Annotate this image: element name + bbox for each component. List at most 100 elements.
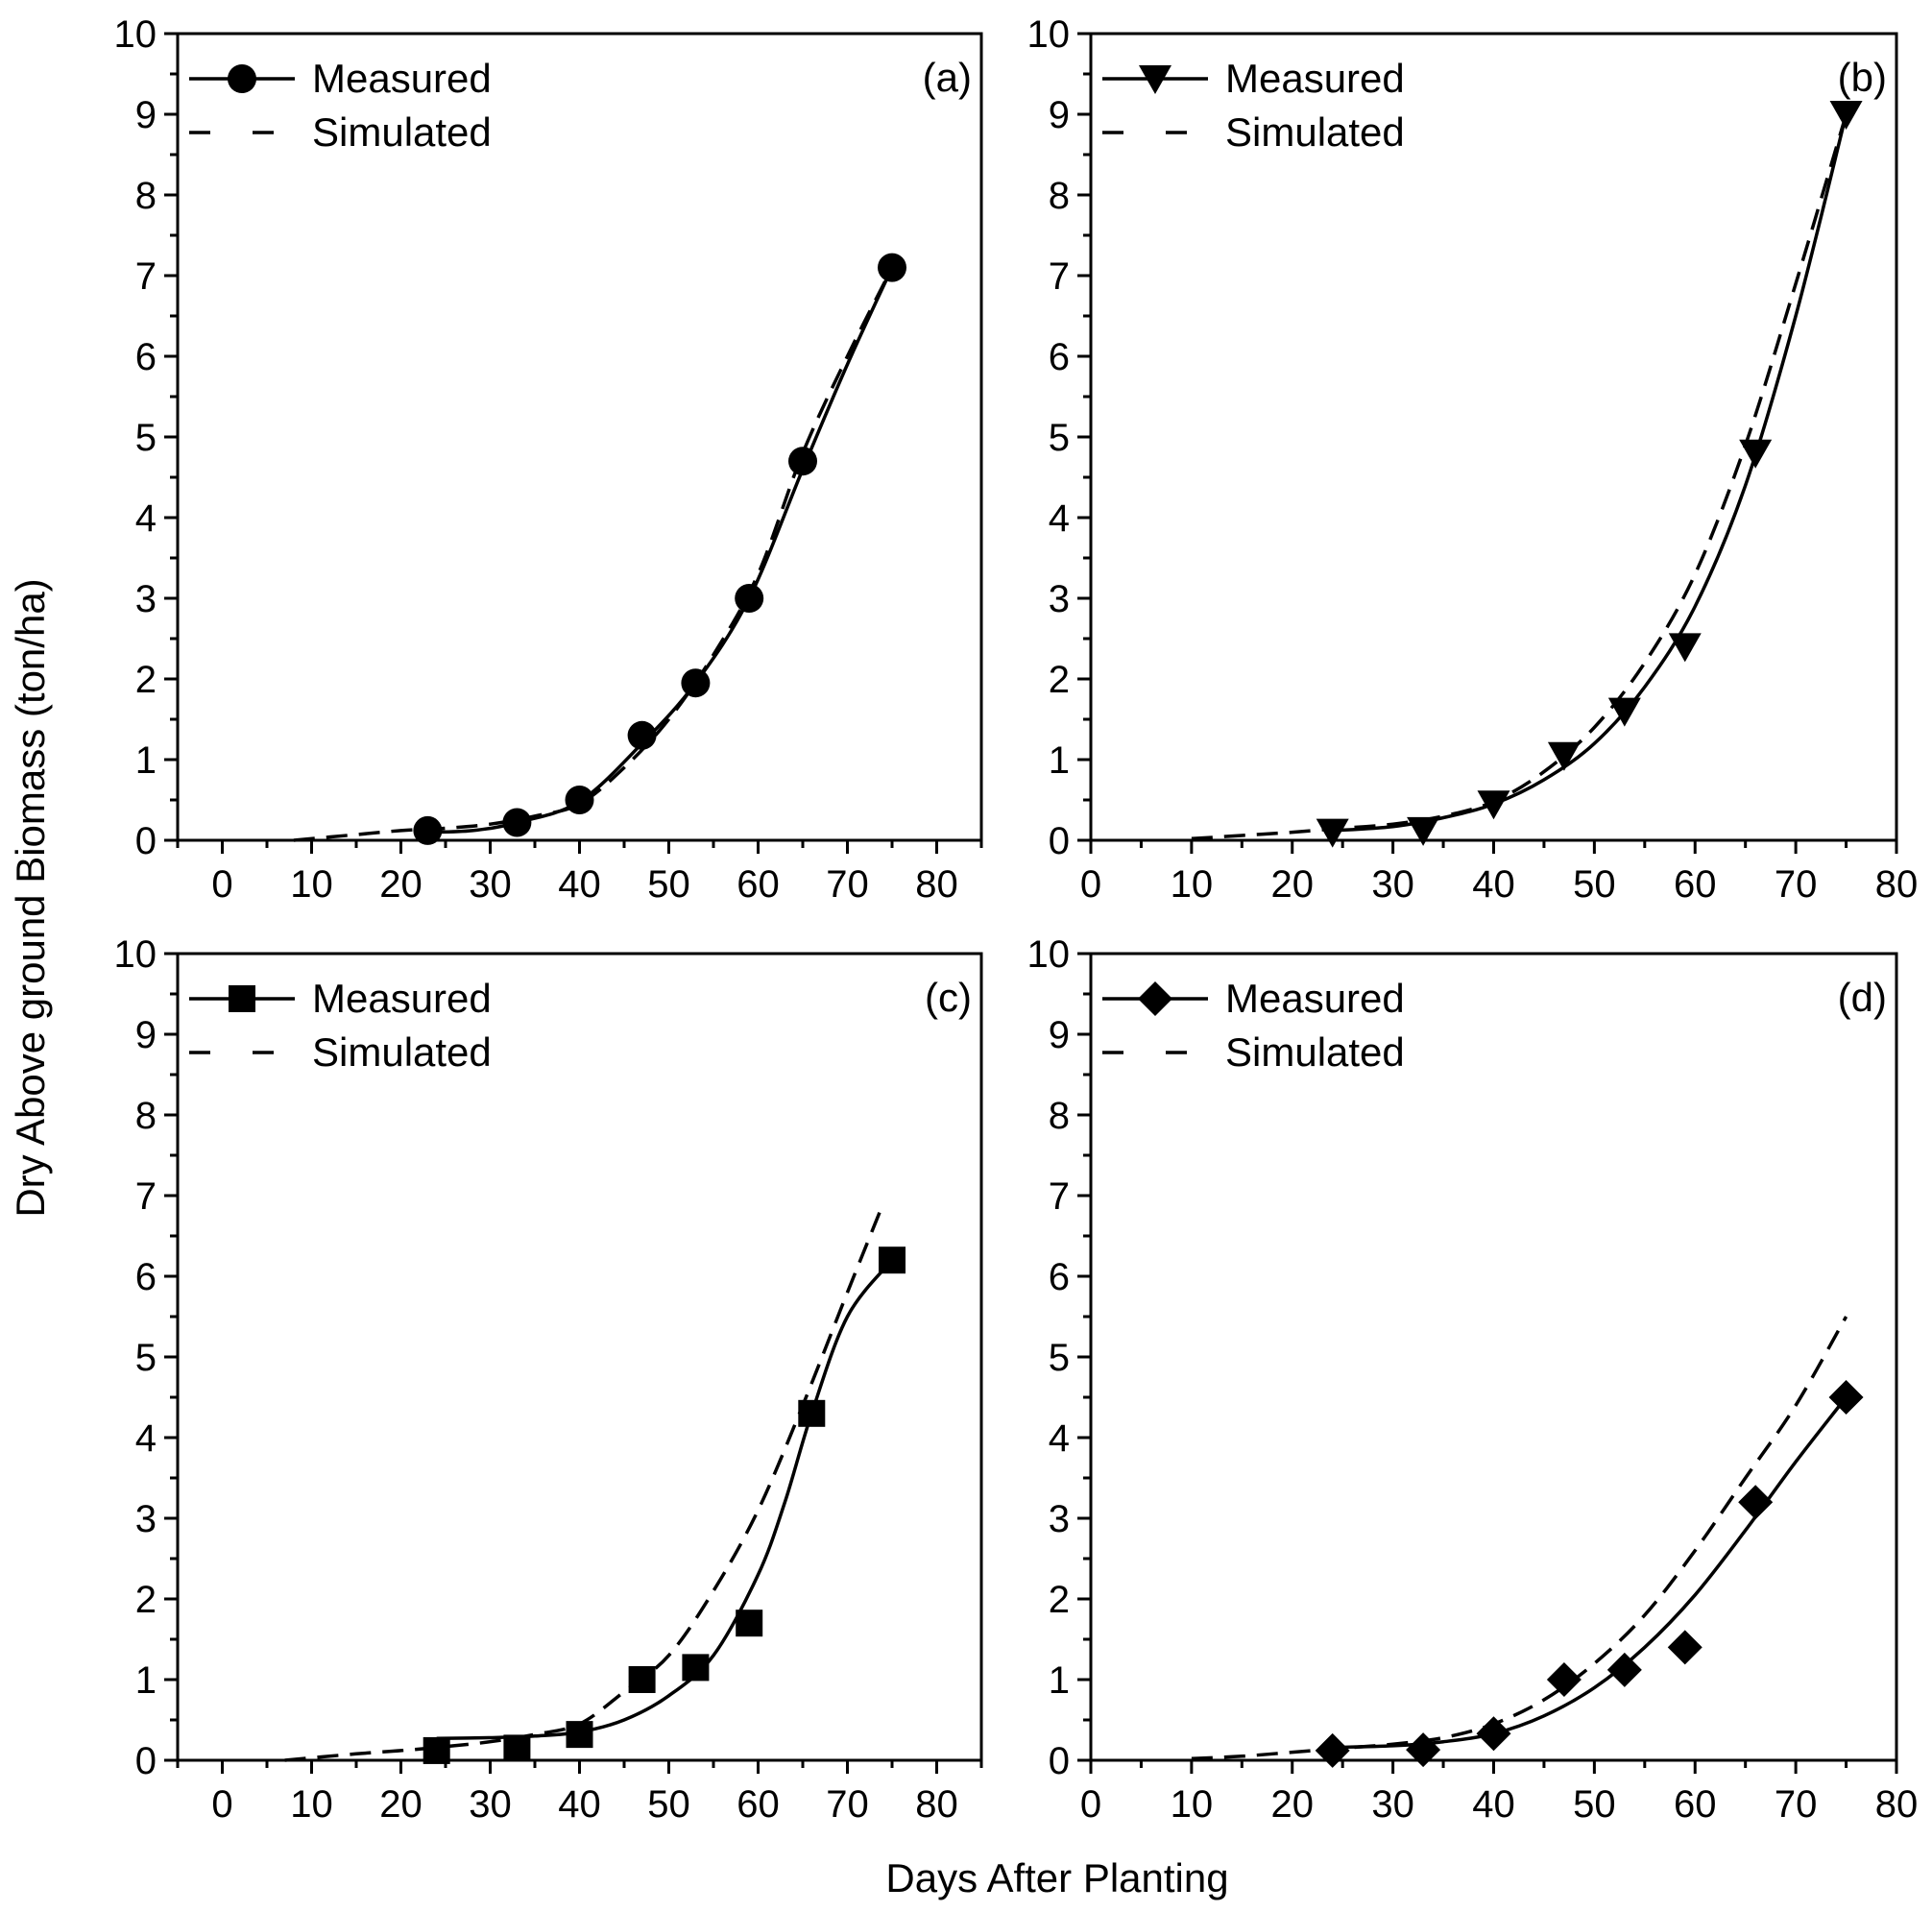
panel-a-measured-point [627,720,657,750]
panel-c-measured-point [682,1654,710,1682]
panel-b-measured-point [1829,101,1863,130]
panel-c-x-tick-label: 40 [558,1783,601,1826]
panel-b-x-tick-label: 40 [1472,863,1515,906]
panel-c-y-tick-label: 1 [135,1659,157,1702]
panel-c-measured-point [798,1399,826,1427]
panel-b-y-tick-label: 8 [1049,175,1070,217]
panel-c-x-tick-label: 30 [469,1783,512,1826]
panel-c-measured-point [736,1609,763,1637]
panel-d-y-tick-label: 8 [1049,1095,1070,1137]
panel-d-measured-point [1738,1485,1774,1520]
panel-c-measured-point [503,1734,531,1762]
panel-b-x-tick-label: 60 [1674,863,1717,906]
panel-a-measured-point [502,808,532,837]
panel-b-x-tick-label: 70 [1775,863,1818,906]
panel-b-measured-line [1332,113,1848,833]
panel-a-y-tick-label: 7 [135,255,157,298]
panel-c-y-tick-label: 0 [135,1740,157,1782]
panel-b-legend-simulated-label: Simulated [1225,109,1405,155]
panel-d-measured-point [1606,1652,1642,1687]
panel-b-y-tick-label: 2 [1049,659,1070,701]
panel-a-x-tick-label: 80 [915,863,958,906]
panel-b-y-tick-label: 10 [1027,13,1071,56]
panel-d-measured-point [1828,1380,1864,1415]
panel-a-legend-simulated-label: Simulated [312,109,492,155]
panel-a-x-tick-label: 70 [826,863,869,906]
panel-c-y-tick-label: 8 [135,1095,157,1137]
panel-b-measured-point [1407,816,1440,846]
panel-b-y-tick-label: 3 [1049,578,1070,620]
panel-a-x-tick-label: 20 [379,863,423,906]
panel-c-y-tick-label: 2 [135,1579,157,1621]
panel-c-x-tick-label: 60 [737,1783,780,1826]
panel-c-legend-measured-marker [229,985,255,1012]
panel-b-legend-measured-marker [1139,65,1171,94]
panel-d-y-tick-label: 3 [1049,1498,1070,1540]
panel-a-simulated-line [293,266,894,842]
panel-a-y-tick-label: 0 [135,820,157,862]
panel-b-x-tick-label: 20 [1271,863,1315,906]
panel-a-y-tick-label: 6 [135,336,157,378]
panel-d-x-tick-label: 40 [1472,1783,1515,1826]
panel-a: 0 1 2 3 4 5 6 7 8 9 10 0 10 20 30 40 50 60 70 80 Measured Sim… [114,13,983,906]
panel-c-legend-measured-label: Measured [312,976,492,1021]
panel-a-y-tick-label: 9 [135,94,157,136]
panel-b-y-tick-label: 0 [1049,820,1070,862]
panel-a-label: (a) [923,55,972,100]
panel-b-measured-point [1547,741,1581,771]
panel-a-y-tick-label: 5 [135,417,157,459]
panel-d-y-tick-label: 5 [1049,1337,1070,1379]
panel-a-measured-point [565,786,594,814]
panel-b-measured-point [1668,633,1702,663]
panel-d: 0 1 2 3 4 5 6 7 8 9 10 0 10 20 30 40 50 60 70 80 Measured Sim… [1027,933,1919,1826]
panel-d-x-tick-label: 30 [1371,1783,1414,1826]
panel-c-y-tick-label: 4 [135,1417,157,1460]
panel-d-measured-point [1476,1716,1511,1752]
panel-d-y-tick-label: 1 [1049,1659,1070,1702]
panel-b-y-tick-label: 9 [1049,94,1070,136]
panel-b-x-tick-label: 10 [1171,863,1214,906]
y-axis-title: Dry Above ground Biomass (ton/ha) [8,578,53,1217]
panel-a-x-tick-label: 0 [211,863,232,906]
panel-a-measured-point [788,447,817,476]
panel-b-y-tick-label: 7 [1049,255,1070,298]
panel-a-legend-measured-label: Measured [312,56,492,101]
panel-b-measured-point [1739,439,1773,469]
panel-d-y-tick-label: 10 [1027,933,1071,976]
panel-d-y-tick-label: 0 [1049,1740,1070,1782]
panel-a-y-tick-label: 8 [135,175,157,217]
panel-d-x-tick-label: 0 [1080,1783,1101,1826]
panel-d-y-tick-label: 7 [1049,1175,1070,1218]
panel-d-legend-measured-marker [1138,981,1172,1016]
panel-c-x-tick-label: 80 [915,1783,958,1826]
panel-b-label: (b) [1838,55,1887,100]
panel-a-x-tick-label: 40 [558,863,601,906]
panel-d-y-tick-label: 6 [1049,1256,1070,1298]
panel-d-simulated-line [1191,1316,1848,1761]
panel-b-x-tick-label: 30 [1371,863,1414,906]
panel-c-x-tick-label: 20 [379,1783,423,1826]
panel-a-measured-point [878,253,906,282]
panel-c-y-tick-label: 10 [114,933,157,976]
panel-b-x-tick-label: 80 [1875,863,1919,906]
panel-d-y-tick-label: 2 [1049,1579,1070,1621]
panel-d-y-tick-label: 9 [1049,1014,1070,1056]
panel-d-measured-line [1332,1395,1847,1750]
panel-d-x-tick-label: 60 [1674,1783,1717,1826]
panel-a-x-tick-label: 30 [469,863,512,906]
panel-a-y-tick-label: 1 [135,739,157,782]
panel-d-x-tick-label: 80 [1875,1783,1919,1826]
panel-d-x-tick-label: 70 [1775,1783,1818,1826]
panel-a-measured-point [681,668,711,698]
panel-c-legend-simulated-label: Simulated [312,1029,492,1075]
panel-b-x-tick-label: 50 [1573,863,1616,906]
panel-d-measured-point [1546,1662,1582,1697]
panel-a-y-tick-label: 2 [135,659,157,701]
panel-a-measured-point [735,584,764,613]
panel-c-x-tick-label: 10 [290,1783,333,1826]
panel-d-label: (d) [1838,975,1887,1020]
panel-a-x-tick-label: 60 [737,863,780,906]
panel-c-y-tick-label: 6 [135,1256,157,1298]
panel-d-measured-point [1315,1732,1350,1768]
